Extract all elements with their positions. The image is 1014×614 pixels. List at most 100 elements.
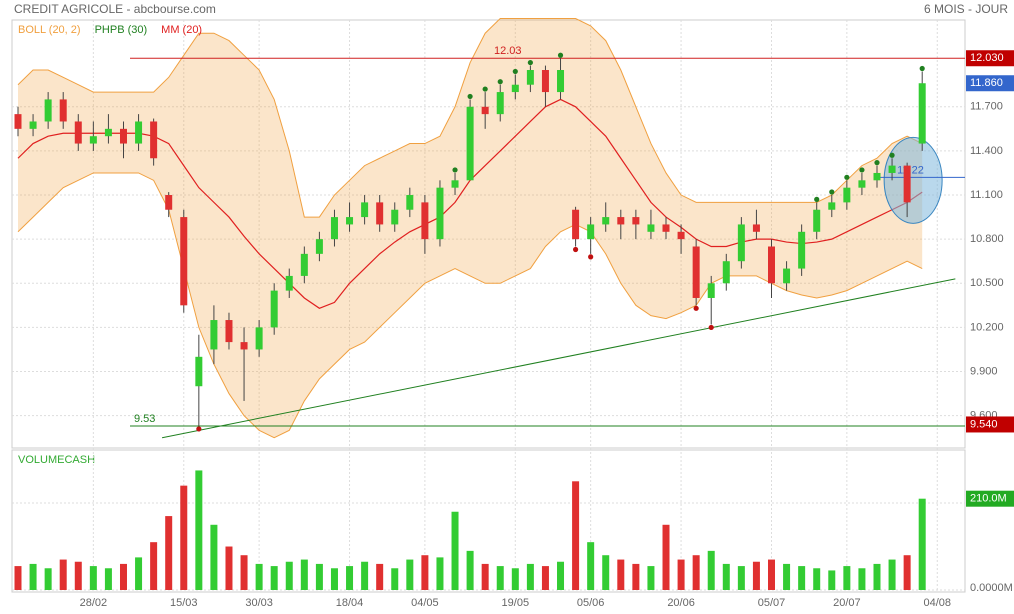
candle-body [511, 84, 519, 93]
candle-body [240, 342, 248, 350]
volume-bar [632, 563, 640, 590]
candle-body [843, 187, 851, 203]
price-frame [11, 19, 966, 449]
volume-frame [11, 449, 966, 593]
trendline [161, 278, 956, 439]
price-box-label: 12.030 [970, 52, 1004, 64]
volume-bar [526, 563, 534, 590]
volume-bar [210, 524, 218, 590]
candle-body [391, 209, 399, 225]
volume-bar [315, 563, 323, 590]
candle-body [180, 217, 188, 306]
volume-title: VOLUMECASH [18, 454, 95, 466]
y-tick-label: 0.0000M [970, 582, 1013, 594]
high-dot [452, 167, 458, 173]
candle-body [361, 202, 369, 218]
candle-body [451, 180, 459, 188]
x-tick-label: 15/03 [170, 597, 198, 609]
level-label: 9.53 [134, 413, 155, 425]
volume-bar [572, 481, 580, 590]
volume-bar [557, 561, 565, 590]
volume-bar [59, 559, 67, 590]
x-tick-label: 18/04 [336, 597, 364, 609]
candle-body [557, 70, 565, 93]
candle-body [903, 165, 911, 203]
volume-bar [873, 563, 881, 590]
y-tick-label: 10.800 [970, 233, 1004, 245]
volume-bar [813, 568, 821, 590]
candle-body [632, 217, 640, 225]
candle-body [195, 356, 203, 387]
high-dot [467, 93, 473, 100]
volume-bar [119, 563, 127, 590]
candle-body [572, 209, 580, 240]
candle-body [768, 246, 775, 284]
volume-box-label: 210.0M [970, 493, 1007, 505]
candle-body [707, 283, 715, 298]
candle-body [29, 121, 37, 129]
low-dot [708, 324, 714, 331]
volume-bar [29, 563, 37, 590]
y-tick-label: 10.200 [970, 321, 1004, 333]
candle-body [330, 217, 338, 240]
volume-bar [752, 561, 760, 590]
volume-bar [285, 561, 293, 590]
volume-bar [662, 524, 670, 590]
volume-bar [617, 559, 625, 590]
candle-body [783, 268, 791, 284]
x-tick-label: 20/07 [833, 597, 861, 609]
candle-body [436, 187, 444, 240]
low-dot [693, 305, 699, 311]
x-tick-label: 30/03 [245, 597, 273, 609]
volume-bar [692, 555, 700, 590]
volume-bar [165, 516, 173, 590]
candle-body [104, 128, 112, 137]
high-dot [829, 189, 835, 195]
candle-body [300, 253, 308, 276]
volume-bar [481, 563, 489, 590]
volume-bar [89, 566, 97, 590]
volume-bar [798, 566, 806, 590]
candle-body [798, 231, 806, 269]
volume-bar [406, 559, 414, 590]
y-tick-label: 11.400 [970, 145, 1003, 157]
volume-bar [135, 557, 143, 590]
x-tick-label: 28/02 [80, 597, 108, 609]
volume-bar [376, 563, 384, 590]
candle-body [828, 202, 836, 210]
x-tick-label: 04/05 [411, 597, 439, 609]
volume-bar [270, 566, 278, 590]
low-dot [572, 246, 579, 253]
candle-body [150, 121, 158, 159]
volume-bar [511, 568, 519, 590]
low-dot [588, 254, 594, 260]
candle-body [59, 99, 67, 122]
candle-body [617, 217, 625, 225]
candle-body [225, 320, 233, 343]
volume-bar [14, 566, 22, 590]
candle-body [737, 224, 745, 262]
volume-bar [496, 566, 504, 590]
volume-bar [903, 555, 911, 590]
y-tick-label: 9.900 [970, 365, 998, 377]
candle-body [918, 83, 926, 144]
high-dot [889, 152, 895, 158]
volume-bar [195, 470, 203, 590]
candle-body [210, 320, 218, 350]
y-tick-label: 11.100 [970, 189, 1003, 201]
candle-body [285, 275, 293, 291]
high-dot [512, 68, 518, 75]
candle-body [602, 217, 610, 225]
volume-bar [44, 568, 52, 590]
x-tick-label: 05/06 [577, 597, 605, 609]
high-dot [919, 65, 925, 72]
volume-bar [361, 561, 369, 590]
high-dot [814, 196, 820, 202]
candle-body [255, 327, 263, 350]
candle-body [74, 121, 82, 144]
candle-body [526, 70, 534, 85]
candle-body [888, 165, 896, 173]
volume-bar [421, 555, 429, 590]
candle-body [647, 224, 655, 232]
